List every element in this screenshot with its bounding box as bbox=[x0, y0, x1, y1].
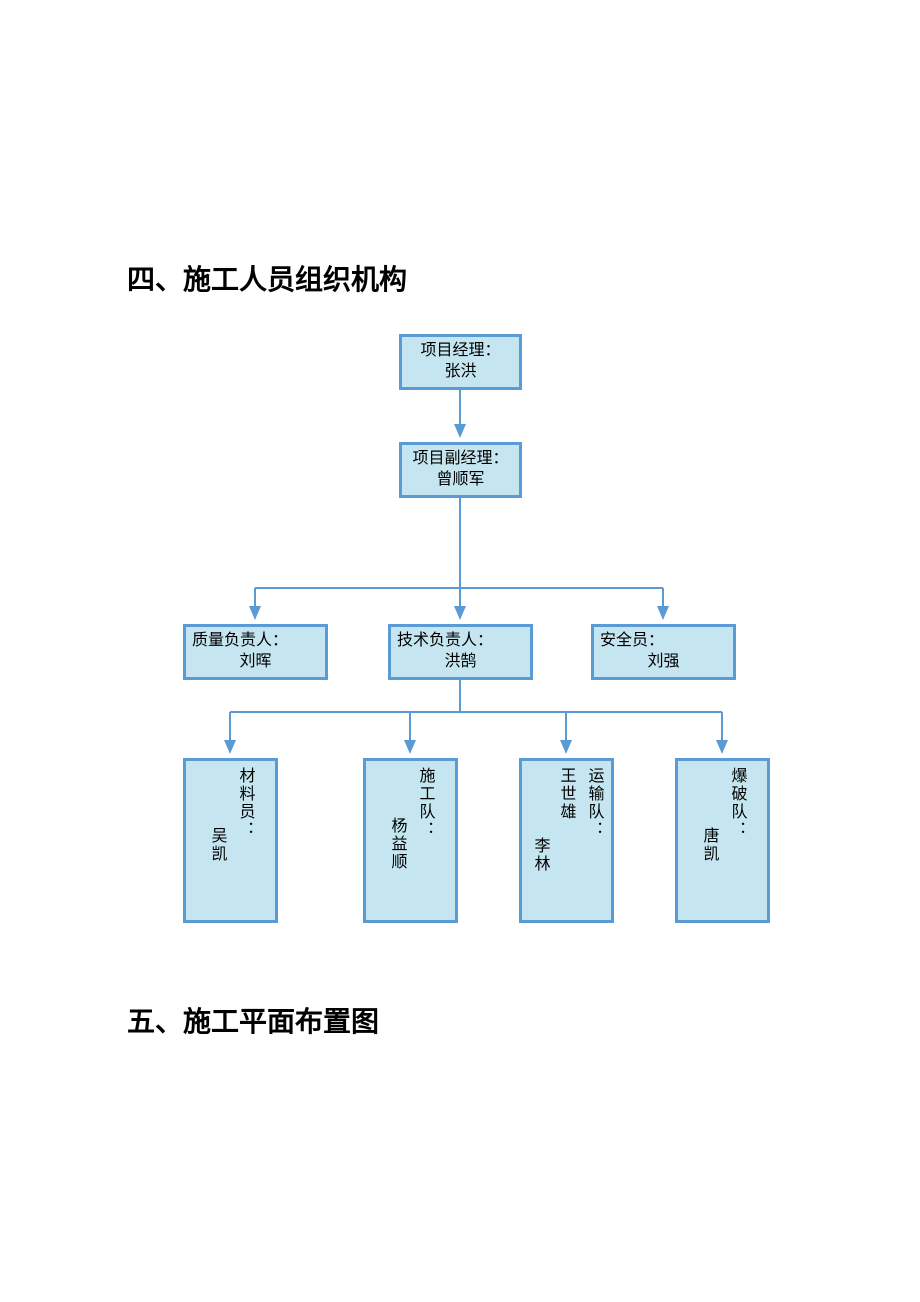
node-project-manager: 项目经理： 张洪 bbox=[399, 334, 522, 390]
node-role: 运输队： bbox=[582, 767, 606, 839]
node-person: 张洪 bbox=[444, 362, 476, 383]
node-deputy-pm: 项目副经理： 曾顺军 bbox=[399, 442, 522, 498]
node-role: 爆破队： bbox=[725, 767, 749, 839]
node-person: 洪鹄 bbox=[444, 652, 476, 673]
node-role: 质量负责人： bbox=[186, 631, 288, 652]
page: 四、施工人员组织机构 项目经理： 张洪 项目副经理： 曾顺军 bbox=[0, 0, 920, 1302]
heading-2: 五、施工平面布置图 bbox=[127, 1000, 379, 1040]
node-person: 杨益顺 bbox=[385, 817, 409, 871]
node-person: 唐凯 bbox=[697, 827, 721, 863]
node-role: 技术负责人： bbox=[391, 631, 493, 652]
node-quality: 质量负责人： 刘晖 bbox=[183, 624, 328, 680]
node-safety: 安全员： 刘强 bbox=[591, 624, 736, 680]
node-tech: 技术负责人： 洪鹄 bbox=[388, 624, 533, 680]
node-role: 安全员： bbox=[594, 631, 664, 652]
node-person: 吴凯 bbox=[205, 827, 229, 863]
node-person2: 李林 bbox=[528, 837, 552, 873]
heading-1: 四、施工人员组织机构 bbox=[127, 258, 407, 298]
node-construction-team: 杨益顺 施工队： bbox=[363, 758, 458, 923]
node-material: 吴凯 材料员： bbox=[183, 758, 278, 923]
node-person: 曾顺军 bbox=[436, 470, 484, 491]
node-role: 施工队： bbox=[413, 767, 437, 839]
node-role: 材料员： bbox=[233, 767, 257, 839]
node-person: 刘晖 bbox=[239, 652, 271, 673]
node-transport-team: 李林 王世雄 运输队： bbox=[519, 758, 614, 923]
node-role: 项目经理： bbox=[420, 341, 500, 362]
node-role: 项目副经理： bbox=[412, 449, 508, 470]
node-blasting-team: 唐凯 爆破队： bbox=[675, 758, 770, 923]
node-person: 刘强 bbox=[647, 652, 679, 673]
node-person: 王世雄 bbox=[554, 767, 578, 821]
